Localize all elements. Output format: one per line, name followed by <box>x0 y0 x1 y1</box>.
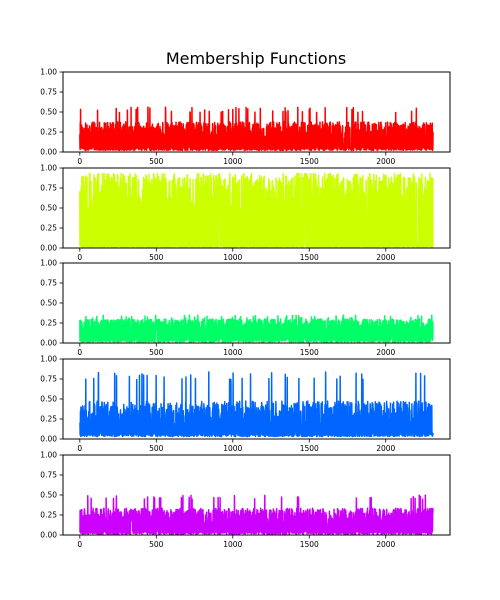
series-line-3 <box>79 314 434 343</box>
y-tick-label: 0.75 <box>40 279 57 288</box>
x-tick-label: 1500 <box>300 348 319 357</box>
y-tick-label: 0.50 <box>40 204 57 213</box>
x-tick-label: 1000 <box>223 157 242 166</box>
y-tick-label: 0.50 <box>40 299 57 308</box>
y-tick-label: 0.00 <box>40 339 57 348</box>
x-tick-label: 2000 <box>376 540 395 549</box>
y-tick-label: 0.75 <box>40 88 57 97</box>
y-tick-label: 1.00 <box>40 355 57 364</box>
x-tick-label: 1000 <box>223 444 242 453</box>
y-tick-label: 1.00 <box>40 164 57 173</box>
x-tick-label: 0 <box>77 253 82 262</box>
x-tick-label: 2000 <box>376 157 395 166</box>
x-tick-label: 1000 <box>223 253 242 262</box>
y-tick-label: 0.50 <box>40 491 57 500</box>
x-tick-label: 1500 <box>300 540 319 549</box>
x-tick-label: 1000 <box>223 540 242 549</box>
y-tick-label: 0.00 <box>40 148 57 157</box>
series-line-1 <box>79 106 434 152</box>
subplot-1: 0.00 0.25 0.50 0.75 1.00 0 500 1000 1500 2000 <box>40 68 451 166</box>
x-tick-label: 500 <box>149 444 164 453</box>
x-tick-label: 1500 <box>300 157 319 166</box>
x-tick-label: 500 <box>149 253 164 262</box>
x-tick-label: 1000 <box>223 348 242 357</box>
y-tick-label: 0.25 <box>40 224 57 233</box>
y-tick-label: 0.50 <box>40 108 57 117</box>
y-tick-label: 0.25 <box>40 415 57 424</box>
y-tick-label: 0.75 <box>40 184 57 193</box>
y-tick-label: 0.00 <box>40 244 57 253</box>
y-tick-label: 1.00 <box>40 259 57 268</box>
x-tick-label: 1500 <box>300 253 319 262</box>
x-tick-label: 2000 <box>376 444 395 453</box>
y-tick-label: 0.50 <box>40 395 57 404</box>
subplot-3: 0.00 0.25 0.50 0.75 1.00 0 500 1000 1500 2000 <box>40 259 451 357</box>
x-tick-label: 2000 <box>376 253 395 262</box>
y-tick-label: 0.00 <box>40 531 57 540</box>
series-line-2 <box>79 172 434 249</box>
x-tick-label: 1500 <box>300 444 319 453</box>
subplot-2: 0.00 0.25 0.50 0.75 1.00 0 500 1000 1500 2000 <box>40 164 451 262</box>
x-tick-label: 0 <box>77 444 82 453</box>
y-tick-label: 0.25 <box>40 319 57 328</box>
y-tick-label: 0.00 <box>40 435 57 444</box>
y-tick-label: 0.25 <box>40 511 57 520</box>
series-line-5 <box>79 494 434 535</box>
chart-title: Membership Functions <box>166 49 346 68</box>
subplot-5: 0.00 0.25 0.50 0.75 1.00 0 500 1000 1500 2000 <box>40 451 451 549</box>
x-tick-label: 0 <box>77 157 82 166</box>
x-tick-label: 2000 <box>376 348 395 357</box>
x-tick-label: 500 <box>149 540 164 549</box>
y-tick-label: 1.00 <box>40 68 57 77</box>
y-tick-label: 0.75 <box>40 375 57 384</box>
series-line-4 <box>79 371 434 438</box>
x-tick-label: 500 <box>149 157 164 166</box>
x-tick-label: 500 <box>149 348 164 357</box>
y-tick-label: 1.00 <box>40 451 57 460</box>
y-tick-label: 0.75 <box>40 471 57 480</box>
y-tick-label: 0.25 <box>40 128 57 137</box>
x-tick-label: 0 <box>77 348 82 357</box>
subplot-4: 0.00 0.25 0.50 0.75 1.00 0 500 1000 1500 2000 <box>40 355 451 453</box>
x-tick-label: 0 <box>77 540 82 549</box>
